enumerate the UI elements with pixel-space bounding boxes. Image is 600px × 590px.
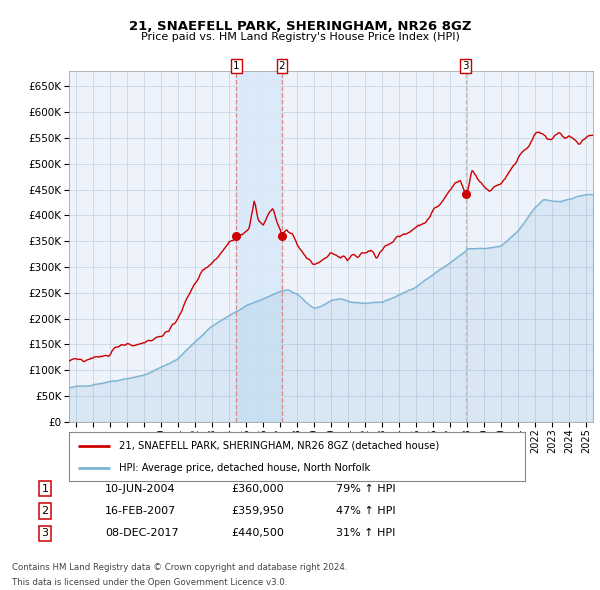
Text: £359,950: £359,950	[231, 506, 284, 516]
Text: This data is licensed under the Open Government Licence v3.0.: This data is licensed under the Open Gov…	[12, 578, 287, 587]
Text: 31% ↑ HPI: 31% ↑ HPI	[336, 529, 395, 538]
Text: 21, SNAEFELL PARK, SHERINGHAM, NR26 8GZ (detached house): 21, SNAEFELL PARK, SHERINGHAM, NR26 8GZ …	[119, 441, 439, 451]
Text: 2: 2	[41, 506, 49, 516]
Text: Price paid vs. HM Land Registry's House Price Index (HPI): Price paid vs. HM Land Registry's House …	[140, 32, 460, 42]
Text: £440,500: £440,500	[231, 529, 284, 538]
Text: 79% ↑ HPI: 79% ↑ HPI	[336, 484, 395, 493]
Text: £360,000: £360,000	[231, 484, 284, 493]
Text: 21, SNAEFELL PARK, SHERINGHAM, NR26 8GZ: 21, SNAEFELL PARK, SHERINGHAM, NR26 8GZ	[129, 20, 471, 33]
Text: 08-DEC-2017: 08-DEC-2017	[105, 529, 179, 538]
Text: 2: 2	[278, 61, 285, 71]
Text: 1: 1	[233, 61, 239, 71]
Text: 3: 3	[463, 61, 469, 71]
Text: 10-JUN-2004: 10-JUN-2004	[105, 484, 176, 493]
Text: 47% ↑ HPI: 47% ↑ HPI	[336, 506, 395, 516]
Text: Contains HM Land Registry data © Crown copyright and database right 2024.: Contains HM Land Registry data © Crown c…	[12, 563, 347, 572]
Text: 16-FEB-2007: 16-FEB-2007	[105, 506, 176, 516]
Bar	[236, 71, 282, 422]
Text: 1: 1	[41, 484, 49, 493]
Text: 3: 3	[41, 529, 49, 538]
Text: HPI: Average price, detached house, North Norfolk: HPI: Average price, detached house, Nort…	[119, 463, 370, 473]
